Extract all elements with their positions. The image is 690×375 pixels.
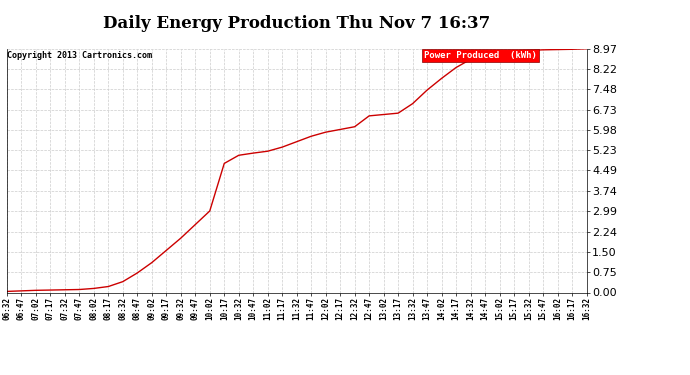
Text: Copyright 2013 Cartronics.com: Copyright 2013 Cartronics.com: [8, 51, 152, 60]
Text: Daily Energy Production Thu Nov 7 16:37: Daily Energy Production Thu Nov 7 16:37: [103, 15, 491, 32]
Text: Power Produced  (kWh): Power Produced (kWh): [424, 51, 537, 60]
